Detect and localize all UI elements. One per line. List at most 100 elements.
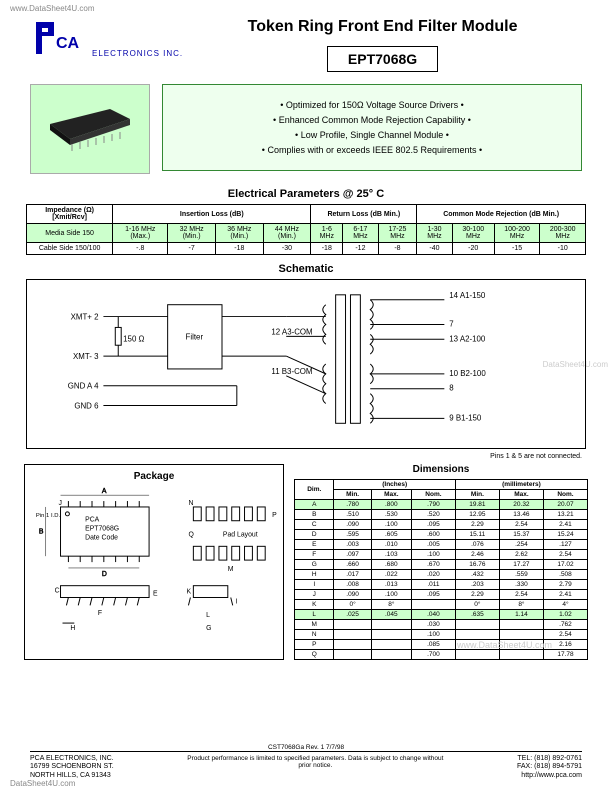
- cell: [334, 650, 371, 660]
- schematic-title: Schematic: [0, 263, 612, 275]
- logo-company-text: ELECTRONICS INC.: [92, 49, 183, 58]
- package-box: Package PCA EPT7068G Date Code Pin 1 I.D…: [24, 464, 284, 660]
- cell: .559: [499, 570, 543, 580]
- cell: .030: [411, 620, 455, 630]
- th: Max.: [371, 490, 411, 500]
- features-box: • Optimized for 150Ω Voltage Source Driv…: [162, 84, 582, 171]
- cell: F: [295, 550, 334, 560]
- cell: -10: [540, 243, 586, 255]
- product-photo: [30, 84, 150, 174]
- cell: .100: [411, 630, 455, 640]
- photo-features-row: • Optimized for 150Ω Voltage Source Driv…: [0, 78, 612, 180]
- cell: 2.54: [499, 590, 543, 600]
- cell: 19.81: [455, 500, 499, 510]
- cell: .600: [411, 530, 455, 540]
- cell: 16.76: [455, 560, 499, 570]
- cell: [334, 620, 371, 630]
- cell: .680: [371, 560, 411, 570]
- dimensions-table: Dim. (Inches) (millimeters) Min. Max. No…: [294, 479, 588, 660]
- svg-text:H: H: [70, 625, 75, 632]
- cell: .013: [371, 580, 411, 590]
- dimensions-block: Dimensions Dim. (Inches) (millimeters) M…: [294, 464, 588, 660]
- cell: .020: [411, 570, 455, 580]
- th-dim: Dim.: [295, 480, 334, 500]
- footer-disclaimer: Product performance is limited to specif…: [185, 755, 445, 780]
- cell: 1.14: [499, 610, 543, 620]
- feature-line: • Complies with or exceeds IEEE 802.5 Re…: [177, 145, 567, 155]
- cell: 2.62: [499, 550, 543, 560]
- svg-text:Pin 1 I.D.: Pin 1 I.D.: [36, 513, 61, 519]
- svg-text:CA: CA: [56, 35, 80, 52]
- th-cmr: Common Mode Rejection (dB Min.): [417, 205, 586, 224]
- th-return: Return Loss (dB Min.): [311, 205, 417, 224]
- title-block: Token Ring Front End Filter Module EPT70…: [183, 18, 582, 72]
- cell: 20.07: [543, 500, 587, 510]
- cell: .097: [334, 550, 371, 560]
- table-row: B.510.530.52012.9513.4613.21: [295, 510, 588, 520]
- package-title: Package: [31, 471, 277, 482]
- cell: -15: [494, 243, 540, 255]
- footer-url: http://www.pca.com: [517, 772, 582, 780]
- logo-block: CA ELECTRONICS INC.: [30, 18, 183, 58]
- cell: -40: [417, 243, 452, 255]
- cell: 15.37: [499, 530, 543, 540]
- svg-text:J: J: [59, 500, 62, 507]
- cell: .595: [334, 530, 371, 540]
- cell: 0°: [455, 600, 499, 610]
- svg-text:12 A3-COM: 12 A3-COM: [271, 327, 312, 336]
- cell: .790: [411, 500, 455, 510]
- svg-text:F: F: [98, 610, 102, 617]
- cell: [455, 650, 499, 660]
- footer-fax: FAX: (818) 894-5791: [517, 763, 582, 771]
- cell: .005: [411, 540, 455, 550]
- package-dimensions-row: Package PCA EPT7068G Date Code Pin 1 I.D…: [0, 460, 612, 664]
- cell: G: [295, 560, 334, 570]
- th-inches: (Inches): [334, 480, 455, 490]
- electrical-table: Impedance (Ω) [Xmit/Rcv] Insertion Loss …: [26, 204, 586, 255]
- cell: 13.46: [499, 510, 543, 520]
- svg-text:11 B3-COM: 11 B3-COM: [271, 367, 312, 376]
- th: Min.: [455, 490, 499, 500]
- svg-text:7: 7: [449, 319, 453, 328]
- svg-text:C: C: [55, 588, 60, 595]
- svg-text:D: D: [102, 571, 107, 578]
- cell: -20: [452, 243, 494, 255]
- package-drawing: PCA EPT7068G Date Code Pin 1 I.D. A B D: [31, 486, 277, 646]
- svg-text:E: E: [153, 591, 158, 598]
- cell: -18: [215, 243, 263, 255]
- footer-addr1: 16799 SCHOENBORN ST.: [30, 763, 114, 771]
- cell: N: [295, 630, 334, 640]
- svg-text:A: A: [102, 488, 107, 495]
- cell: [371, 650, 411, 660]
- cell: A: [295, 500, 334, 510]
- svg-text:B: B: [39, 529, 44, 536]
- svg-text:M: M: [228, 566, 234, 573]
- cell: .095: [411, 590, 455, 600]
- table-row: K0°8°0°8°4°: [295, 600, 588, 610]
- cell: 2.29: [455, 590, 499, 600]
- cell: 4°: [543, 600, 587, 610]
- cell: P: [295, 640, 334, 650]
- dimensions-title: Dimensions: [294, 464, 588, 475]
- cell: 1.02: [543, 610, 587, 620]
- cell: [411, 600, 455, 610]
- svg-text:XMT- 3: XMT- 3: [73, 352, 99, 361]
- th: Min.: [334, 490, 371, 500]
- th: Nom.: [411, 490, 455, 500]
- cell: I: [295, 580, 334, 590]
- cell: .022: [371, 570, 411, 580]
- cell: Q: [295, 650, 334, 660]
- cell: H: [295, 570, 334, 580]
- cell: 0°: [334, 600, 371, 610]
- cell: [334, 640, 371, 650]
- feature-line: • Optimized for 150Ω Voltage Source Driv…: [177, 100, 567, 110]
- cell: -18: [311, 243, 343, 255]
- cell: .605: [371, 530, 411, 540]
- cell: 13.21: [543, 510, 587, 520]
- cell: 2.41: [543, 590, 587, 600]
- svg-text:I: I: [236, 598, 238, 605]
- cell: .520: [411, 510, 455, 520]
- part-number-box: EPT7068G: [327, 46, 438, 72]
- cell: .100: [411, 550, 455, 560]
- cell: .127: [543, 540, 587, 550]
